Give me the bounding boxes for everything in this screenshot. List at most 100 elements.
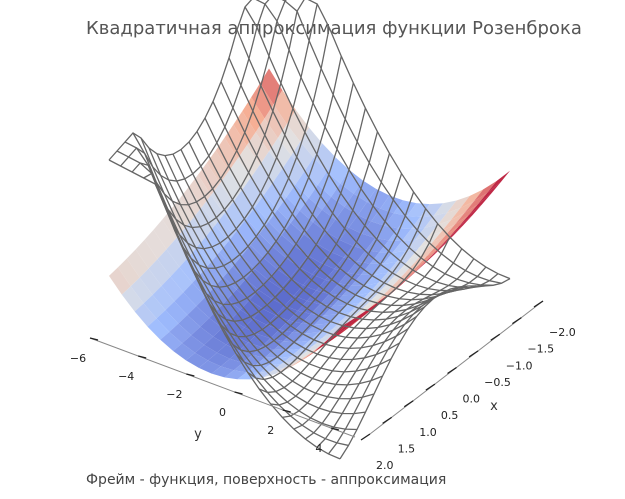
wireframe-line-y bbox=[247, 191, 415, 381]
surface-patch bbox=[197, 236, 220, 263]
surface-patch bbox=[152, 285, 175, 311]
surface-patch bbox=[214, 277, 237, 300]
wireframe-line-y bbox=[316, 266, 487, 448]
wireframe-line-y bbox=[258, 208, 427, 394]
surface-patch bbox=[333, 295, 356, 306]
wireframe-line-y bbox=[120, 0, 270, 182]
surface-patch bbox=[393, 200, 417, 216]
axes: −6 −4 −2 0 2 4 y −2.0 −1.5 −1.0 −0.50.0 0.5 1.01.5 2.… bbox=[70, 300, 576, 472]
surface-patch bbox=[259, 151, 283, 182]
x-tick-label: 1.5 bbox=[398, 442, 416, 455]
surface-patch bbox=[340, 170, 363, 194]
surface-patch bbox=[246, 132, 269, 165]
surface-patch bbox=[166, 239, 189, 268]
surface-patch bbox=[333, 321, 356, 340]
surface-patch bbox=[381, 273, 405, 290]
surface-patch bbox=[355, 283, 379, 296]
surface-patch bbox=[417, 246, 441, 267]
surface-patch bbox=[263, 246, 286, 269]
x-tick-label: 0.0 bbox=[463, 393, 481, 406]
surface-patch bbox=[169, 323, 192, 344]
surface-patch bbox=[215, 213, 238, 242]
surface-patch bbox=[397, 215, 421, 230]
surface-patch bbox=[424, 212, 448, 228]
surface-patch bbox=[447, 195, 470, 213]
y-tick-mark bbox=[330, 427, 340, 431]
surface-patch bbox=[318, 321, 341, 333]
surface-patch bbox=[287, 340, 310, 351]
surface-patch bbox=[423, 235, 446, 254]
surface-patch bbox=[264, 349, 288, 358]
x-axis-label: x bbox=[490, 399, 498, 414]
wireframe-line-y bbox=[131, 0, 287, 206]
surface-patch bbox=[186, 352, 208, 368]
surface-patch bbox=[282, 155, 305, 185]
surface-patch bbox=[272, 234, 295, 258]
x-tick-mark bbox=[360, 433, 371, 441]
y-tick-label: −4 bbox=[118, 370, 134, 383]
surface-patch bbox=[251, 164, 274, 195]
y-axis-line bbox=[89, 337, 356, 438]
surface-patch bbox=[411, 254, 435, 276]
surface-patch bbox=[291, 141, 314, 172]
x-tick-label: 2.0 bbox=[376, 459, 394, 472]
y-tick-label: 2 bbox=[267, 424, 274, 437]
surface-patch bbox=[387, 258, 410, 273]
surface-patch bbox=[117, 258, 140, 287]
surface-patch bbox=[392, 239, 416, 253]
surface-patch bbox=[455, 204, 478, 225]
x-tick-mark bbox=[403, 400, 414, 408]
surface-patch bbox=[290, 345, 313, 357]
figure-caption: Фрейм - функция, поверхность - аппроксим… bbox=[86, 472, 447, 488]
surface-patch bbox=[426, 236, 450, 257]
surface-patch bbox=[281, 353, 304, 364]
surface-patch bbox=[262, 298, 285, 316]
surface-patch bbox=[388, 228, 412, 241]
surface-patch bbox=[191, 326, 214, 345]
surface-patch bbox=[157, 249, 180, 277]
surface-patch bbox=[313, 209, 336, 232]
surface-patch bbox=[313, 143, 336, 172]
surface-patch bbox=[411, 215, 434, 230]
surface-patch bbox=[432, 224, 456, 243]
surface-patch bbox=[220, 358, 243, 371]
surface-patch bbox=[297, 300, 321, 314]
surface-patch bbox=[383, 251, 406, 264]
surface-patch bbox=[364, 272, 388, 286]
surface-patch bbox=[473, 180, 497, 202]
surface-patch bbox=[415, 224, 438, 240]
surface-patch bbox=[351, 274, 375, 286]
surface-patch bbox=[135, 239, 158, 269]
x-tick-label: −0.5 bbox=[484, 376, 511, 389]
surface-patch bbox=[126, 249, 149, 278]
surface-patch bbox=[304, 157, 327, 185]
surface-patch bbox=[264, 104, 287, 138]
surface-patch bbox=[301, 345, 324, 361]
x-tick-mark bbox=[468, 350, 479, 358]
x-tick-label: −1.0 bbox=[506, 359, 533, 372]
surface-patch bbox=[134, 303, 157, 327]
surface-patch bbox=[173, 343, 196, 361]
surface-patch bbox=[195, 344, 218, 361]
wireframe-line-y bbox=[143, 0, 305, 229]
surface-patch bbox=[156, 310, 179, 332]
surface-patch bbox=[451, 201, 474, 220]
surface-patch bbox=[200, 318, 223, 337]
x-tick-label: 0.5 bbox=[441, 409, 459, 422]
surface-patch bbox=[257, 324, 280, 339]
surface-patch bbox=[320, 294, 343, 306]
surface-patch bbox=[364, 295, 388, 315]
surface-patch bbox=[420, 203, 444, 217]
wireframe-line-y bbox=[270, 223, 439, 406]
surface-patch bbox=[224, 370, 247, 380]
surface-patch bbox=[143, 294, 166, 319]
surface-patch bbox=[338, 272, 361, 286]
chart-title: Квадратичная аппроксимация функции Розен… bbox=[86, 18, 582, 39]
surface-patch bbox=[283, 332, 306, 342]
surface-patch bbox=[487, 170, 510, 193]
surface-patch bbox=[437, 208, 461, 225]
surface-patch bbox=[275, 305, 298, 321]
surface-patch bbox=[294, 234, 318, 256]
surface-patch bbox=[348, 215, 372, 234]
